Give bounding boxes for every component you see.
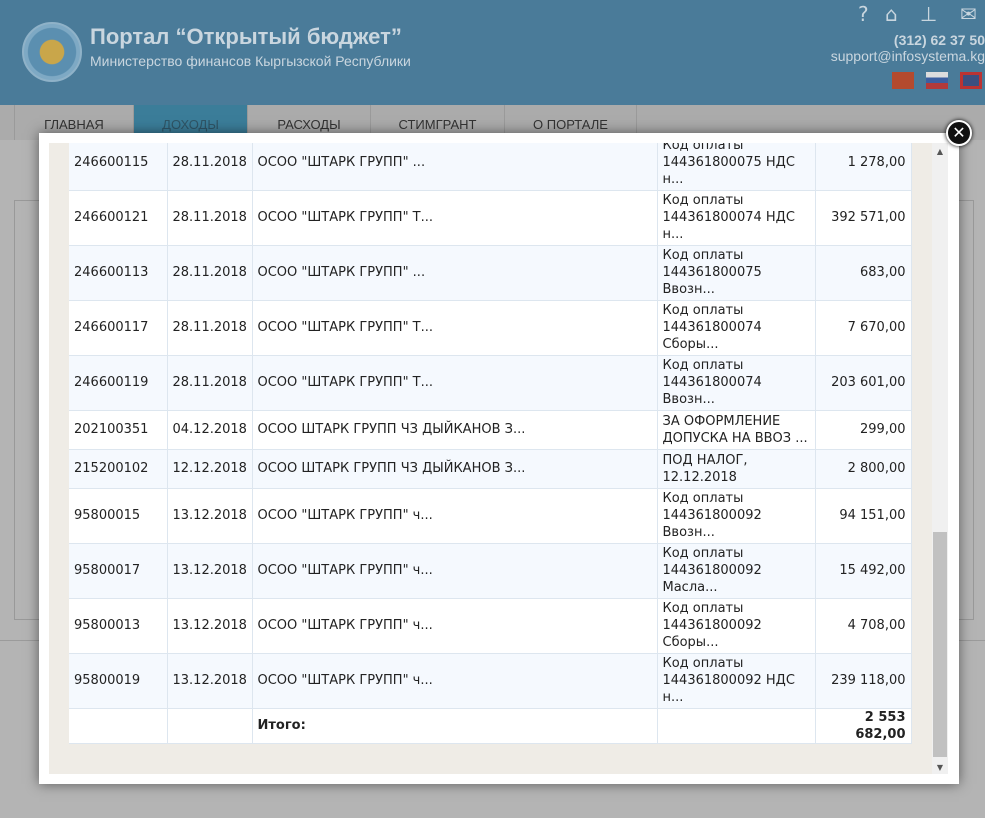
scrollbar-thumb[interactable]: [933, 532, 947, 757]
scroll-up-arrow-icon[interactable]: ▲: [936, 147, 944, 156]
cell-id: 246600115: [69, 143, 168, 191]
cell-date: 13.12.2018: [167, 653, 253, 709]
cell-amount: 7 670,00: [815, 300, 912, 356]
empty-cell: [69, 708, 168, 744]
payments-table: 246600115 28.11.2018 ОСОО "ШТАРК ГРУПП" ..…: [69, 143, 912, 744]
cell-payer: ОСОО ШТАРК ГРУПП ЧЗ ДЫЙКАНОВ З...: [252, 449, 658, 489]
cell-purpose: Код оплаты 144361800074 НДС н...: [657, 190, 816, 246]
cell-id: 215200102: [69, 449, 168, 489]
cell-date: 28.11.2018: [167, 300, 253, 356]
total-row: Итого: 2 553 682,00: [69, 708, 912, 744]
empty-cell: [657, 708, 816, 744]
table-row[interactable]: 95800017 13.12.2018 ОСОО "ШТАРК ГРУПП" ч..…: [69, 543, 912, 599]
cell-id: 95800019: [69, 653, 168, 709]
cell-id: 202100351: [69, 410, 168, 450]
uk-flag-icon[interactable]: [960, 72, 982, 89]
cell-purpose: Код оплаты 144361800092 Масла...: [657, 543, 816, 599]
total-label: Итого:: [252, 708, 658, 744]
portal-subtitle: Министерство финансов Кыргызской Республ…: [90, 53, 411, 69]
cell-amount: 299,00: [815, 410, 912, 450]
cell-id: 246600119: [69, 355, 168, 411]
cell-payer: ОСОО "ШТАРК ГРУПП" ...: [252, 245, 658, 301]
cell-payer: ОСОО "ШТАРК ГРУПП" Т...: [252, 190, 658, 246]
cell-purpose: Код оплаты 144361800074 Ввозн...: [657, 355, 816, 411]
table-row[interactable]: 95800019 13.12.2018 ОСОО "ШТАРК ГРУПП" ч..…: [69, 653, 912, 709]
russian-flag-icon[interactable]: [926, 72, 948, 89]
cell-date: 28.11.2018: [167, 355, 253, 411]
cell-amount: 683,00: [815, 245, 912, 301]
nav-stimgrant[interactable]: СТИМГРАНТ: [371, 105, 505, 140]
cell-payer: ОСОО "ШТАРК ГРУПП" ч...: [252, 598, 658, 654]
cell-amount: 2 800,00: [815, 449, 912, 489]
help-icon[interactable]: ?: [858, 2, 869, 26]
cell-amount: 94 151,00: [815, 488, 912, 544]
cell-purpose: ЗА ОФОРМЛЕНИЕ ДОПУСКА НА ВВОЗ ...: [657, 410, 816, 450]
table-row[interactable]: 95800015 13.12.2018 ОСОО "ШТАРК ГРУПП" ч..…: [69, 488, 912, 544]
cell-payer: ОСОО "ШТАРК ГРУПП" ч...: [252, 488, 658, 544]
cell-purpose: Код оплаты 144361800092 Сборы...: [657, 598, 816, 654]
table-row[interactable]: 246600121 28.11.2018 ОСОО "ШТАРК ГРУПП" Т.…: [69, 190, 912, 246]
cell-amount: 1 278,00: [815, 143, 912, 191]
cell-amount: 203 601,00: [815, 355, 912, 411]
cell-purpose: Код оплаты 144361800075 НДС н...: [657, 143, 816, 191]
cell-id: 95800015: [69, 488, 168, 544]
cell-purpose: Код оплаты 144361800092 Ввозн...: [657, 488, 816, 544]
cell-payer: ОСОО "ШТАРК ГРУПП" ч...: [252, 653, 658, 709]
portal-title[interactable]: Портал “Открытый бюджет”: [90, 24, 402, 49]
sitemap-icon[interactable]: ⊥: [920, 2, 938, 26]
cell-amount: 15 492,00: [815, 543, 912, 599]
cell-amount: 4 708,00: [815, 598, 912, 654]
cell-id: 246600113: [69, 245, 168, 301]
cell-id: 95800017: [69, 543, 168, 599]
details-modal: 246600115 28.11.2018 ОСОО "ШТАРК ГРУПП" ..…: [39, 133, 959, 784]
table-row[interactable]: 215200102 12.12.2018 ОСОО ШТАРК ГРУПП ЧЗ Д…: [69, 449, 912, 489]
cell-payer: ОСОО ШТАРК ГРУПП ЧЗ ДЫЙКАНОВ З...: [252, 410, 658, 450]
phone-number: (312) 62 37 50: [893, 32, 985, 48]
cell-purpose: Код оплаты 144361800075 Ввозн...: [657, 245, 816, 301]
scrollbar[interactable]: ▲ ▼: [932, 143, 948, 774]
cell-purpose: ПОД НАЛОГ, 12.12.2018: [657, 449, 816, 489]
cell-date: 12.12.2018: [167, 449, 253, 489]
total-amount: 2 553 682,00: [815, 708, 912, 744]
modal-content: 246600115 28.11.2018 ОСОО "ШТАРК ГРУПП" ..…: [49, 143, 948, 774]
table-row[interactable]: 246600115 28.11.2018 ОСОО "ШТАРК ГРУПП" ..…: [69, 143, 912, 191]
mail-icon[interactable]: ✉: [960, 2, 977, 26]
table-row[interactable]: 202100351 04.12.2018 ОСОО ШТАРК ГРУПП ЧЗ Д…: [69, 410, 912, 450]
site-header: Портал “Открытый бюджет” Министерство фи…: [0, 0, 985, 105]
nav-about[interactable]: О ПОРТАЛЕ: [505, 105, 637, 140]
nav-expenses[interactable]: РАСХОДЫ: [248, 105, 371, 140]
table-row[interactable]: 246600117 28.11.2018 ОСОО "ШТАРК ГРУПП" Т.…: [69, 300, 912, 356]
cell-date: 28.11.2018: [167, 245, 253, 301]
support-email[interactable]: support@infosystema.kg: [830, 48, 985, 64]
cell-purpose: Код оплаты 144361800092 НДС н...: [657, 653, 816, 709]
cell-payer: ОСОО "ШТАРК ГРУПП" ч...: [252, 543, 658, 599]
scroll-down-arrow-icon[interactable]: ▼: [936, 763, 944, 772]
cell-purpose: Код оплаты 144361800074 Сборы...: [657, 300, 816, 356]
cell-amount: 392 571,00: [815, 190, 912, 246]
cell-date: 13.12.2018: [167, 543, 253, 599]
cell-date: 13.12.2018: [167, 598, 253, 654]
close-icon[interactable]: ✕: [946, 120, 972, 146]
cell-date: 28.11.2018: [167, 143, 253, 191]
cell-payer: ОСОО "ШТАРК ГРУПП" ...: [252, 143, 658, 191]
cell-id: 246600117: [69, 300, 168, 356]
cell-id: 246600121: [69, 190, 168, 246]
cell-payer: ОСОО "ШТАРК ГРУПП" Т...: [252, 355, 658, 411]
home-icon[interactable]: ⌂: [885, 2, 898, 26]
cell-id: 95800013: [69, 598, 168, 654]
cell-date: 28.11.2018: [167, 190, 253, 246]
table-row[interactable]: 246600119 28.11.2018 ОСОО "ШТАРК ГРУПП" Т.…: [69, 355, 912, 411]
table-row[interactable]: 246600113 28.11.2018 ОСОО "ШТАРК ГРУПП" ..…: [69, 245, 912, 301]
kyrgyz-flag-icon[interactable]: [892, 72, 914, 89]
coat-of-arms-logo[interactable]: [22, 22, 82, 82]
cell-date: 04.12.2018: [167, 410, 253, 450]
table-row[interactable]: 95800013 13.12.2018 ОСОО "ШТАРК ГРУПП" ч..…: [69, 598, 912, 654]
cell-amount: 239 118,00: [815, 653, 912, 709]
cell-date: 13.12.2018: [167, 488, 253, 544]
empty-cell: [167, 708, 253, 744]
nav-home[interactable]: ГЛАВНАЯ: [14, 105, 134, 140]
cell-payer: ОСОО "ШТАРК ГРУПП" Т...: [252, 300, 658, 356]
